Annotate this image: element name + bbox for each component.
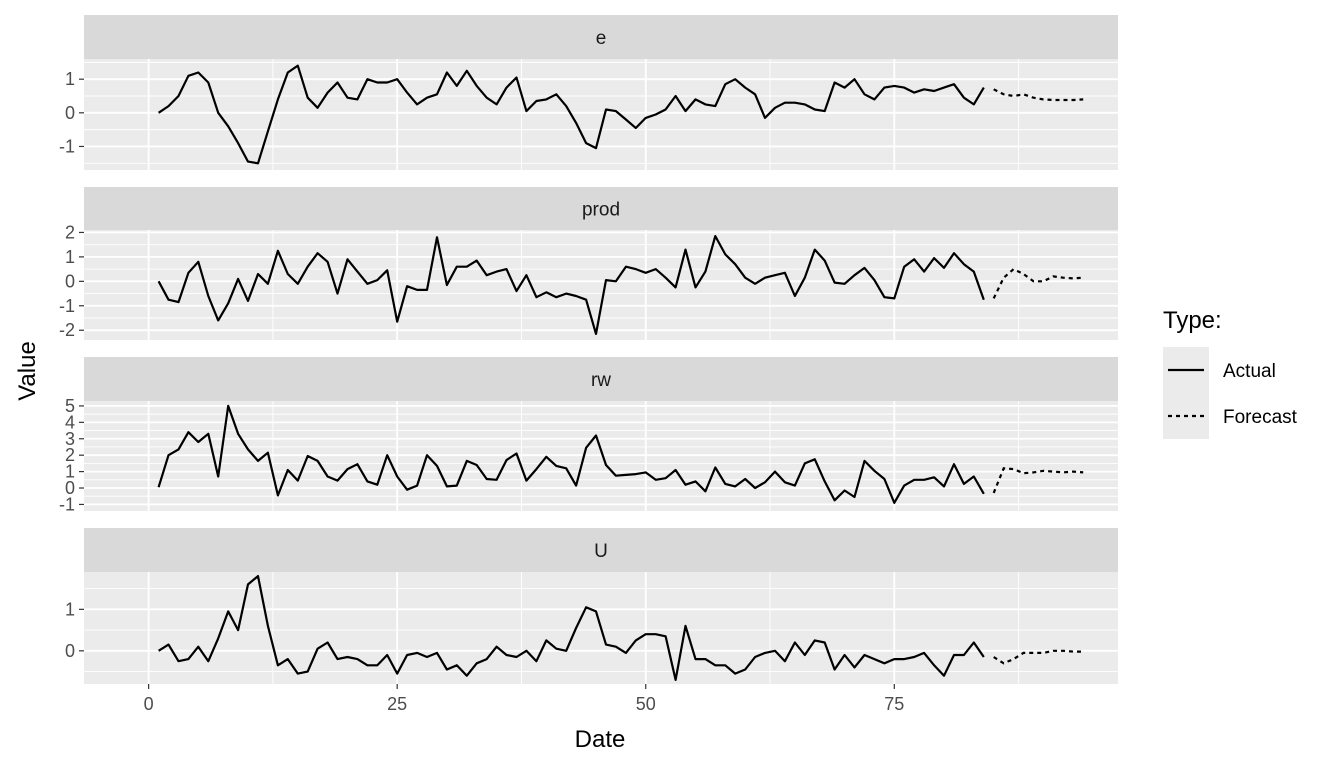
x-axis: 0 25 50 75 xyxy=(144,684,904,714)
facet-strip-prod xyxy=(84,187,1118,230)
series-line-actual-U xyxy=(158,574,985,682)
panel-background xyxy=(84,59,1118,170)
y-tick-label: -1 xyxy=(59,136,75,156)
x-axis-title: Date xyxy=(575,726,626,753)
x-tick-label: 50 xyxy=(636,694,656,714)
series-line-actual-e xyxy=(157,64,985,165)
facet-strip-label: prod xyxy=(582,200,620,221)
series-line-actual-prod xyxy=(157,235,985,335)
y-tick-label: 2 xyxy=(65,222,75,242)
facet-strip-e xyxy=(84,15,1118,59)
facet-strip-label: e xyxy=(596,28,607,49)
legend-title: Type: xyxy=(1163,307,1222,334)
y-tick-label: -1 xyxy=(59,494,75,514)
x-tick-label: 75 xyxy=(884,694,904,714)
y-tick-label: -1 xyxy=(59,296,75,316)
facet-panel-e: e -1 0 1 xyxy=(59,15,1118,170)
y-axis-title: Value xyxy=(14,341,41,401)
y-tick-label: 0 xyxy=(65,641,75,661)
panel-background xyxy=(84,230,1118,340)
legend: Type: Actual Forecast xyxy=(1163,307,1298,439)
legend-label-actual: Actual xyxy=(1223,361,1276,382)
facet-panel-prod: prod -2 -1 0 1 2 xyxy=(59,187,1118,340)
y-tick-label: 0 xyxy=(65,271,75,291)
series-line-forecast-prod xyxy=(992,267,1084,299)
facet-strip-label: U xyxy=(594,541,608,562)
y-tick-label: 1 xyxy=(65,69,75,89)
series-line-forecast-U xyxy=(993,649,1084,665)
series-line-forecast-e xyxy=(993,88,1084,102)
y-tick-label: 1 xyxy=(65,462,75,482)
facet-strip-rw xyxy=(84,357,1118,401)
facet-strip-U xyxy=(84,528,1118,572)
y-tick-label: 1 xyxy=(65,599,75,619)
x-tick-label: 25 xyxy=(387,694,407,714)
facet-strip-label: rw xyxy=(591,370,611,391)
y-tick-label: 4 xyxy=(65,412,75,432)
facet-panel-U: U 0 1 xyxy=(65,528,1118,684)
y-tick-label: 3 xyxy=(65,429,75,449)
y-tick-label: 1 xyxy=(65,247,75,267)
y-tick-label: -2 xyxy=(59,320,75,340)
y-tick-label: 0 xyxy=(65,478,75,498)
legend-label-forecast: Forecast xyxy=(1223,407,1298,428)
x-tick-label: 0 xyxy=(144,694,154,714)
series-line-actual-rw xyxy=(157,404,985,504)
y-tick-label: 2 xyxy=(65,445,75,465)
y-tick-label: 0 xyxy=(65,103,75,123)
y-tick-label: 5 xyxy=(65,396,75,416)
